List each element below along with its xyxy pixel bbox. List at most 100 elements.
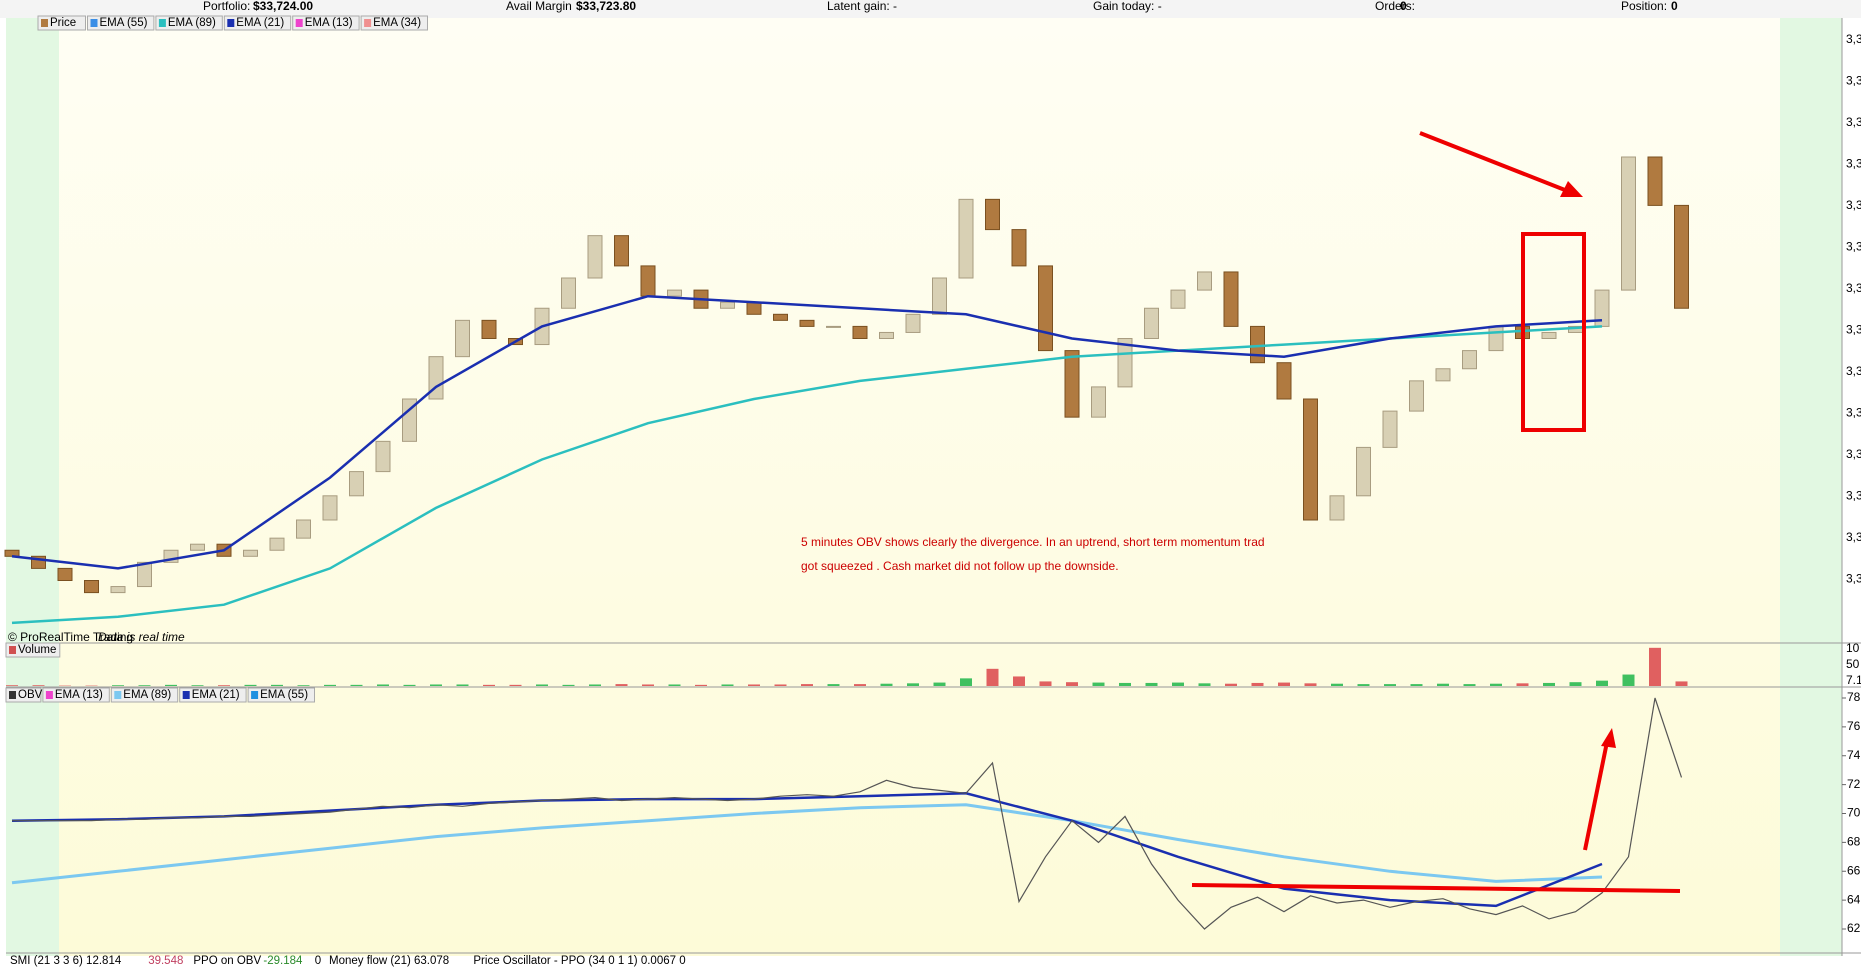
volume-bar xyxy=(298,685,310,686)
volume-bar xyxy=(934,683,946,686)
y-tick-label: 3,3 xyxy=(1846,198,1861,212)
credit-note: Data is real time xyxy=(98,630,185,644)
volume-bar xyxy=(907,683,919,686)
y-tick-label: 64 xyxy=(1847,892,1861,906)
volume-bar xyxy=(351,685,363,686)
value: $33,723.80 xyxy=(576,0,636,13)
y-tick-label: 10 xyxy=(1846,641,1860,655)
volume-bar xyxy=(1676,681,1688,686)
y-tick-label: 3,3 xyxy=(1846,240,1861,254)
legend-entry: OBV xyxy=(18,689,43,701)
candle xyxy=(1436,369,1450,381)
y-tick-label: 3,3 xyxy=(1846,32,1861,46)
candle xyxy=(853,326,867,338)
right-band xyxy=(1780,18,1842,956)
volume-bar xyxy=(695,685,707,686)
volume-bar xyxy=(1543,683,1555,686)
legend-entry: EMA (55) xyxy=(260,689,308,701)
legend-swatch xyxy=(46,691,53,699)
candle xyxy=(1330,496,1344,520)
legend-swatch xyxy=(251,691,258,699)
legend-swatch xyxy=(9,691,16,699)
candle xyxy=(482,320,496,338)
y-tick-label: 3,3 xyxy=(1846,323,1861,337)
indicator-label: 39.548 xyxy=(148,955,183,967)
label: Gain today: - xyxy=(1093,0,1162,13)
chart-background xyxy=(6,18,1842,956)
annotation-line: 5 minutes OBV shows clearly the divergen… xyxy=(801,535,1265,549)
volume-bar xyxy=(1119,683,1131,686)
candle xyxy=(615,236,629,266)
volume-bar xyxy=(1517,683,1529,686)
volume-bar xyxy=(536,684,548,686)
candle xyxy=(800,320,814,326)
candle xyxy=(1383,411,1397,447)
legend-swatch xyxy=(114,691,121,699)
volume-bar xyxy=(1252,683,1264,686)
volume-bar xyxy=(1411,684,1423,686)
volume-bar xyxy=(1649,648,1661,686)
legend-entry: EMA (89) xyxy=(168,17,216,29)
volume-bar xyxy=(775,684,787,686)
candle xyxy=(668,290,682,296)
y-tick-label: 3,3 xyxy=(1846,530,1861,544)
volume-bar xyxy=(881,684,893,686)
legend-entry: EMA (55) xyxy=(100,17,148,29)
volume-bar xyxy=(1570,682,1582,686)
volume-bar xyxy=(1331,684,1343,686)
candle xyxy=(1224,272,1238,326)
candle xyxy=(1622,157,1636,290)
volume-bar xyxy=(1225,684,1237,686)
candle xyxy=(986,199,1000,229)
candle xyxy=(641,266,655,296)
volume-bar xyxy=(1040,681,1052,686)
volume-bar xyxy=(218,685,230,686)
y-tick-label: 3,3 xyxy=(1846,74,1861,88)
candle xyxy=(5,550,19,556)
volume-bar xyxy=(669,684,681,686)
volume-bar xyxy=(1278,683,1290,686)
label: Portfolio: xyxy=(203,0,250,13)
candle xyxy=(1039,266,1053,351)
volume-bar xyxy=(1490,684,1502,686)
candle xyxy=(1304,399,1318,520)
candle xyxy=(85,581,99,593)
candle xyxy=(191,544,205,550)
candle xyxy=(456,320,470,356)
y-tick-label: 3,3 xyxy=(1846,447,1861,461)
volume-bar xyxy=(324,685,336,686)
y-tick-label: 70 xyxy=(1847,806,1861,820)
indicator-label: 0 xyxy=(315,955,321,967)
candle xyxy=(588,236,602,278)
candle xyxy=(827,326,841,327)
y-tick-label: 68 xyxy=(1847,835,1861,849)
legend-entry: Volume xyxy=(18,644,56,656)
candle xyxy=(111,587,125,593)
y-tick-label: 76 xyxy=(1847,719,1861,733)
indicator-label: PPO on OBV xyxy=(193,955,261,967)
indicator-label: SMI (21 3 3 6) 12.814 xyxy=(10,955,122,967)
label: Latent gain: - xyxy=(827,0,897,13)
candle xyxy=(376,441,390,471)
candle xyxy=(1065,351,1079,418)
volume-bar xyxy=(1199,683,1211,686)
indicator-label: Price Oscillator - PPO (34 0 1 1) 0.0067… xyxy=(473,955,685,967)
label: Position: xyxy=(1621,0,1667,13)
candle xyxy=(774,314,788,320)
volume-bar xyxy=(1146,683,1158,686)
legend-swatch xyxy=(41,19,48,27)
y-tick-label: 3,3 xyxy=(1846,572,1861,586)
y-tick-label: 3,3 xyxy=(1846,281,1861,295)
volume-bar xyxy=(1464,684,1476,686)
value: $33,724.00 xyxy=(253,0,313,13)
volume-bar xyxy=(1358,684,1370,686)
volume-bar xyxy=(192,685,204,686)
volume-bar xyxy=(1384,684,1396,686)
volume-bar xyxy=(616,684,628,686)
legend-entry: EMA (13) xyxy=(55,689,103,701)
legend-swatch xyxy=(183,691,190,699)
volume-bar xyxy=(483,685,495,686)
candle xyxy=(138,562,152,586)
legend-entry: EMA (13) xyxy=(305,17,353,29)
